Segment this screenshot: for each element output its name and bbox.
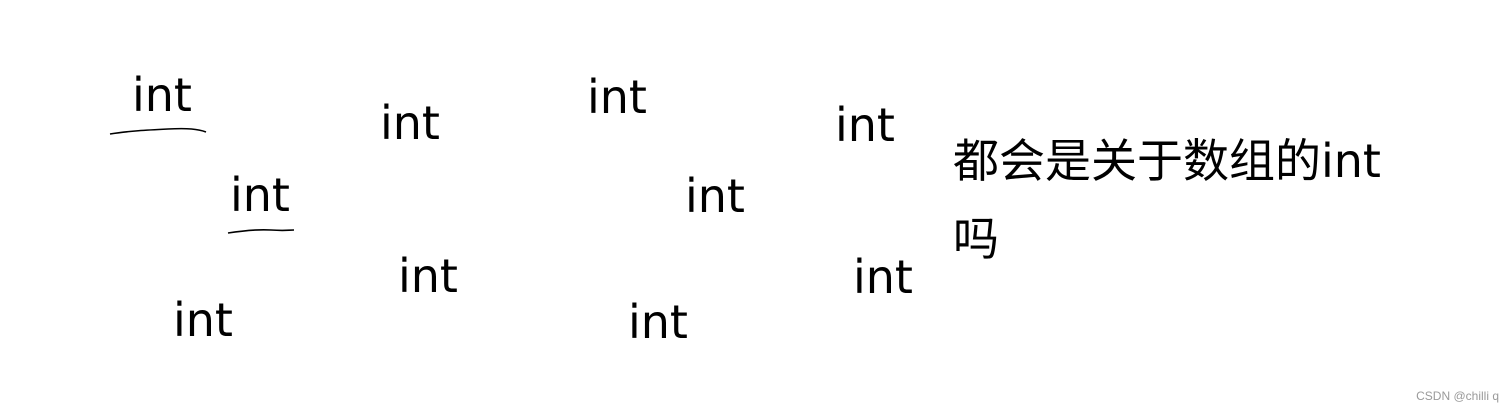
handwritten-underline-1 <box>109 127 207 135</box>
int-word-9: int <box>173 293 233 347</box>
int-word-10: int <box>628 295 688 349</box>
int-word-8: int <box>853 250 913 304</box>
int-word-2: int <box>380 96 440 150</box>
int-word-1: int <box>132 68 192 122</box>
question-text: 都会是关于数组的int吗 <box>953 134 1381 266</box>
int-word-5: int <box>230 168 290 222</box>
handwritten-underline-2 <box>227 228 295 234</box>
int-word-6: int <box>685 169 745 223</box>
watermark: CSDN @chilli q <box>1416 389 1499 403</box>
int-word-7: int <box>398 249 458 303</box>
int-word-4: int <box>835 98 895 152</box>
int-word-3: int <box>587 70 647 124</box>
